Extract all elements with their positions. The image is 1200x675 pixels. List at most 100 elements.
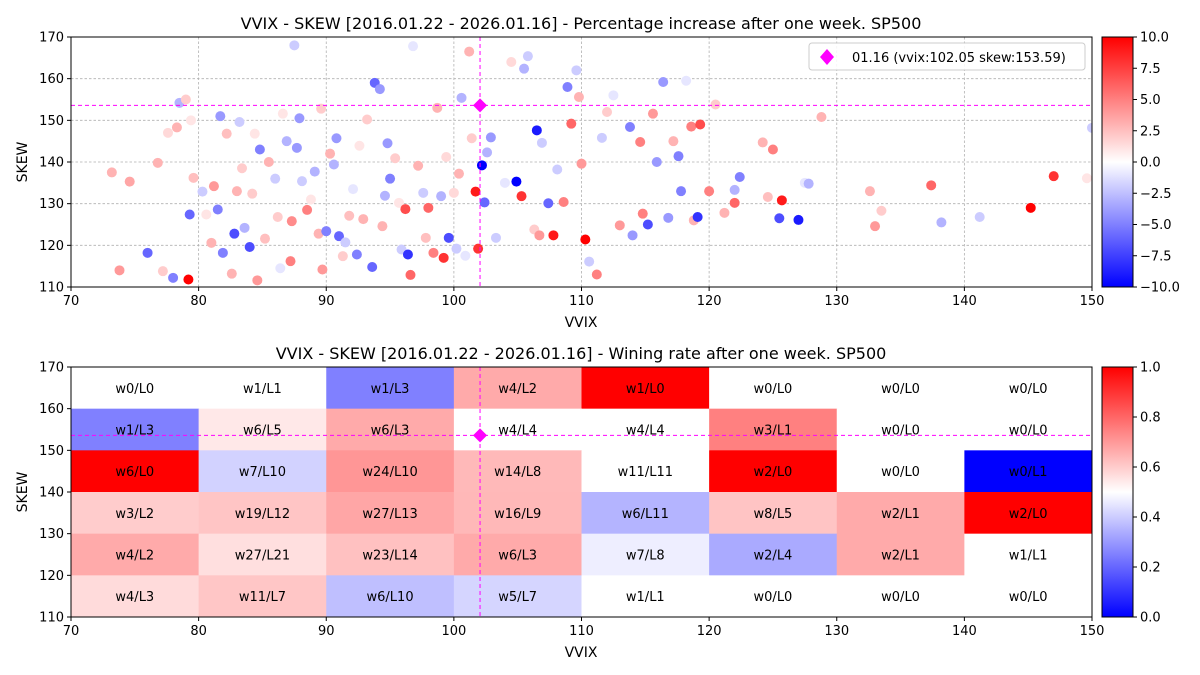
scatter-point	[614, 220, 625, 231]
scatter-point	[337, 251, 348, 262]
scatter-point	[793, 214, 804, 225]
scatter-point	[289, 40, 300, 51]
heatmap-cell-label: w11/L11	[618, 465, 673, 480]
heatmap-cell	[836, 492, 965, 535]
scatter-point	[710, 99, 721, 110]
heatmap-cell	[964, 408, 1092, 451]
scatter-point	[676, 186, 687, 197]
heatmap-cell-label: w6/L3	[371, 424, 410, 439]
scatter-colorbar-gradient	[1101, 36, 1134, 288]
heatmap-y-ticks: 110 120 130 140 150 160 170	[39, 361, 71, 626]
scatter-point	[171, 122, 182, 133]
heatmap-cell	[198, 367, 327, 410]
colorbar-tick-label: 5.0	[1140, 93, 1161, 108]
scatter-point	[456, 92, 467, 103]
scatter-point	[432, 102, 443, 113]
scatter-point	[436, 191, 447, 202]
scatter-point	[482, 147, 493, 158]
scatter-point	[573, 92, 584, 102]
scatter-point	[470, 186, 481, 197]
scatter-point	[305, 194, 316, 205]
heatmap-cell-label: w6/L0	[115, 465, 154, 480]
y-tick-label: 170	[39, 361, 64, 376]
scatter-point	[340, 237, 351, 248]
scatter-point	[413, 160, 424, 171]
heatmap-cell-label: w6/L3	[498, 549, 537, 564]
heatmap-cell-label: w27/L13	[362, 507, 417, 522]
scatter-point	[234, 117, 245, 127]
scatter-point	[379, 190, 390, 201]
heatmap-cell	[581, 367, 710, 410]
scatter-x-label: VVIX	[565, 315, 598, 331]
x-tick-label: 80	[190, 624, 207, 639]
colorbar-tick-label: 1.0	[1140, 361, 1161, 376]
heatmap-cell-label: w4/L2	[115, 549, 154, 564]
scatter-point	[231, 186, 242, 197]
scatter-point	[926, 180, 937, 191]
x-tick-label: 130	[824, 294, 849, 309]
scatter-point	[226, 268, 237, 279]
scatter-title: VVIX - SKEW [2016.01.22 - 2026.01.16] - …	[241, 14, 922, 33]
scatter-point	[522, 51, 533, 62]
scatter-point	[566, 118, 577, 129]
scatter-point	[584, 256, 595, 267]
heatmap-colorbar: 1.0 0.8 0.6 0.4 0.2 0.0	[1101, 361, 1161, 626]
scatter-point	[729, 197, 740, 208]
scatter-point	[351, 249, 362, 260]
x-tick-label: 80	[190, 294, 207, 309]
scatter-point	[511, 176, 522, 187]
heatmap-cell-label: w0/L1	[1009, 465, 1048, 480]
heatmap-cell-label: w3/L1	[754, 424, 793, 439]
scatter-point	[428, 247, 439, 258]
scatter-point	[423, 202, 434, 213]
scatter-point	[188, 172, 199, 183]
colorbar-tick-label: 0.2	[1140, 561, 1161, 576]
heatmap-cell-label: w4/L3	[115, 590, 154, 605]
heatmap-cell	[198, 492, 327, 535]
scatter-point	[297, 176, 308, 187]
x-tick-label: 150	[1080, 624, 1105, 639]
heatmap-cell-label: w0/L0	[881, 424, 920, 439]
scatter-point	[627, 230, 638, 241]
heatmap-cell-label: w2/L0	[754, 465, 793, 480]
scatter-point	[479, 197, 490, 208]
y-tick-label: 130	[39, 527, 64, 542]
scatter-point	[870, 221, 881, 232]
y-tick-label: 120	[39, 239, 64, 254]
x-tick-label: 70	[63, 624, 80, 639]
scatter-point	[774, 213, 785, 224]
scatter-point	[263, 157, 274, 167]
scatter-point	[647, 108, 658, 119]
scatter-point	[466, 133, 477, 144]
colorbar-tick-label: −5.0	[1140, 218, 1172, 233]
scatter-point	[534, 230, 545, 241]
heatmap-cell	[581, 492, 710, 535]
heatmap-cell-label: w0/L0	[881, 465, 920, 480]
scatter-point	[418, 187, 429, 198]
heatmap-cell-label: w3/L2	[115, 507, 154, 522]
heatmap-cell	[198, 450, 327, 493]
scatter-point	[729, 184, 740, 195]
heatmap-cell	[836, 367, 965, 410]
scatter-point	[571, 65, 582, 76]
scatter-point	[215, 111, 226, 122]
scatter-point	[286, 216, 297, 227]
scatter-point	[420, 232, 431, 243]
scatter-colorbar: 10.0 7.5 5.0 2.5 0.0 −2.5 −5.0 −7.5 −10.0	[1101, 31, 1180, 296]
scatter-point	[548, 230, 559, 241]
heatmap-cell-label: w7/L10	[239, 465, 286, 480]
heatmap-cell-label: w14/L8	[494, 465, 541, 480]
scatter-point	[374, 84, 385, 95]
scatter-point	[608, 90, 619, 101]
scatter-point	[658, 77, 669, 87]
scatter-point	[168, 272, 179, 283]
heatmap-cell-label: w1/L3	[115, 424, 154, 439]
colorbar-tick-label: −7.5	[1140, 249, 1172, 264]
scatter-point	[438, 252, 449, 263]
heatmap-cell	[326, 575, 455, 617]
scatter-point	[348, 184, 359, 195]
scatter-y-ticks: 110 120 130 140 150 160 170	[39, 31, 71, 296]
scatter-point	[635, 137, 646, 147]
heatmap-cell-label: w8/L5	[754, 507, 793, 522]
x-tick-label: 120	[697, 624, 722, 639]
